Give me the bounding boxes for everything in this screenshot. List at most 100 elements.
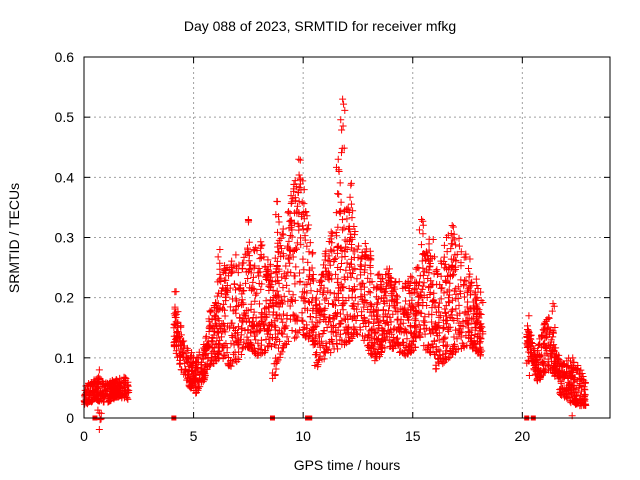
data-point (287, 269, 295, 277)
data-point (227, 362, 235, 370)
data-point (255, 327, 263, 335)
data-point (412, 334, 420, 342)
data-point (396, 348, 404, 356)
data-point (283, 315, 291, 323)
data-point (257, 350, 265, 358)
data-point (437, 272, 445, 280)
data-point (335, 190, 343, 198)
data-point (361, 266, 369, 274)
data-point (286, 259, 294, 267)
data-point (453, 335, 461, 343)
data-point (301, 236, 309, 244)
data-point (416, 293, 424, 301)
data-point (275, 248, 283, 256)
data-point (256, 300, 264, 308)
data-point (223, 286, 231, 294)
data-point (94, 379, 102, 387)
data-point (342, 296, 350, 304)
data-point (272, 278, 280, 286)
data-point (390, 337, 398, 345)
data-point (558, 362, 566, 370)
data-point (324, 299, 332, 307)
data-point (237, 331, 245, 339)
data-point (278, 230, 286, 238)
data-point (451, 340, 459, 348)
data-point (448, 262, 456, 270)
data-point (292, 333, 300, 341)
data-point (204, 363, 212, 371)
data-point (305, 266, 313, 274)
data-point (313, 349, 321, 357)
data-point (244, 326, 252, 334)
data-point (246, 261, 254, 269)
data-point (279, 318, 287, 326)
data-point (273, 257, 281, 265)
data-point (222, 293, 230, 301)
data-point (188, 368, 196, 376)
data-point (308, 318, 316, 326)
plot-frame (83, 56, 611, 419)
data-point (191, 364, 199, 372)
data-point (378, 331, 386, 339)
data-point (374, 311, 382, 319)
data-point (472, 275, 480, 283)
data-point (574, 389, 582, 397)
data-point (343, 325, 351, 333)
data-point (551, 354, 559, 362)
data-point (89, 391, 97, 399)
data-point (326, 314, 334, 322)
data-point (452, 290, 460, 298)
data-point (297, 234, 305, 242)
data-point (221, 322, 229, 330)
data-point (316, 352, 324, 360)
data-point (279, 250, 287, 258)
data-point (187, 362, 195, 370)
data-point (449, 223, 457, 231)
data-point (351, 312, 359, 320)
data-point (550, 364, 558, 372)
data-point (338, 302, 346, 310)
data-point (446, 350, 454, 358)
data-point (568, 371, 576, 379)
data-point (225, 272, 233, 280)
data-point (294, 220, 302, 228)
data-point (304, 225, 312, 233)
data-point (466, 255, 474, 263)
data-point (85, 387, 93, 395)
data-point (366, 289, 374, 297)
data-point (350, 223, 358, 231)
data-point (330, 311, 338, 319)
data-point (272, 323, 280, 331)
data-point (469, 298, 477, 306)
data-point (360, 336, 368, 344)
data-point (428, 304, 436, 312)
data-point (360, 303, 368, 311)
data-point (538, 358, 546, 366)
data-point (234, 269, 242, 277)
data-point (441, 333, 449, 341)
data-point (532, 356, 540, 364)
data-point (228, 267, 236, 275)
data-point (252, 336, 260, 344)
data-point (218, 333, 226, 341)
data-point (256, 255, 264, 263)
data-point (473, 281, 481, 289)
data-point (549, 368, 557, 376)
data-point (275, 279, 283, 287)
data-point (471, 319, 479, 327)
data-point (116, 378, 124, 386)
data-point (437, 312, 445, 320)
data-point (228, 257, 236, 265)
data-point (413, 279, 421, 287)
data-point (95, 425, 103, 433)
data-point (393, 299, 401, 307)
data-point (424, 284, 432, 292)
data-point (316, 305, 324, 313)
data-point (287, 192, 295, 200)
data-point (300, 200, 308, 208)
data-point (545, 361, 553, 369)
data-point (348, 333, 356, 341)
data-point (342, 243, 350, 251)
data-point (291, 177, 299, 185)
data-point (365, 318, 373, 326)
